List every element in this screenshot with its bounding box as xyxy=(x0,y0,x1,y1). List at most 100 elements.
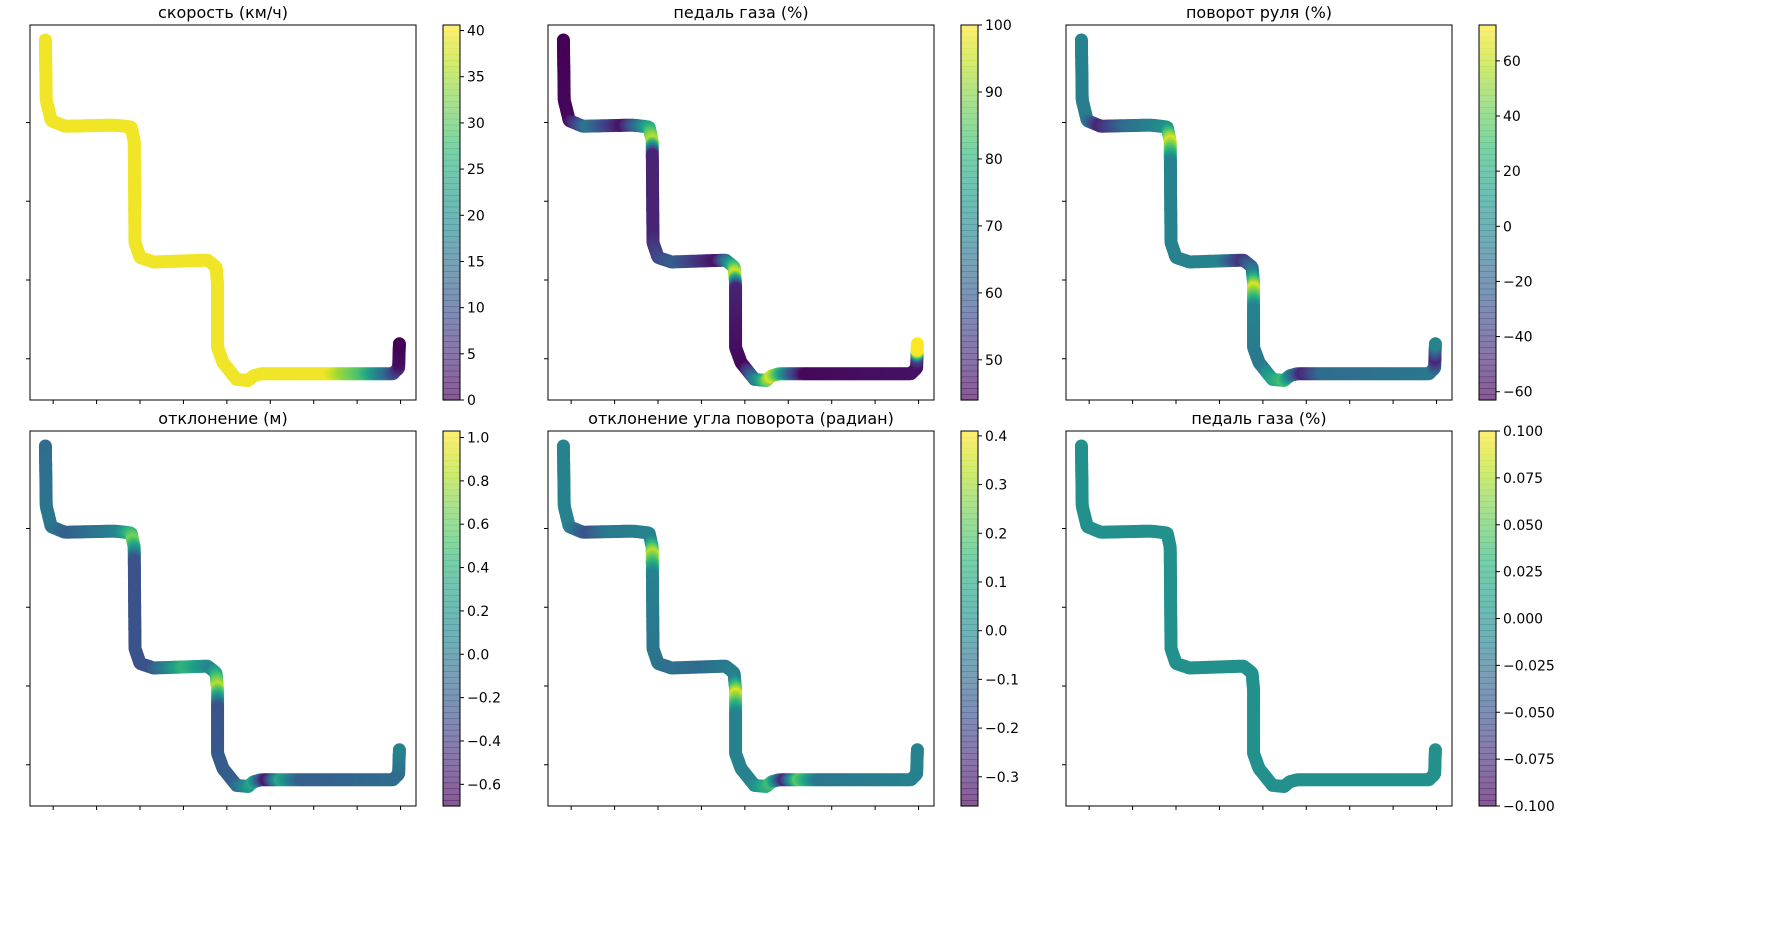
colorbar-band xyxy=(1479,700,1496,707)
colorbar: 0 5 10 15 20 25 30 35 40 xyxy=(442,24,485,409)
colorbar-band xyxy=(1479,559,1496,567)
colorbar-tick-label: 25 xyxy=(467,162,485,178)
colorbar-band xyxy=(443,677,460,684)
colorbar-band xyxy=(961,677,978,684)
colorbar-band xyxy=(961,747,978,754)
colorbar-band xyxy=(1479,388,1496,395)
colorbar-band xyxy=(1479,454,1496,461)
colorbar-band xyxy=(961,341,978,348)
colorbar-band xyxy=(961,282,978,290)
colorbar-band xyxy=(961,95,978,102)
colorbar-band xyxy=(443,194,460,202)
colorbar-band xyxy=(961,741,978,749)
colorbar-band xyxy=(443,694,460,702)
colorbar-band xyxy=(961,694,978,702)
subplot-title: поворот руля (%) xyxy=(1186,3,1332,22)
colorbar-band xyxy=(1479,358,1496,366)
colorbar-tick-label: 0.0 xyxy=(985,624,1007,640)
colorbar-band xyxy=(1479,118,1496,126)
colorbar-tick-label: 0.2 xyxy=(467,604,489,620)
colorbar-band xyxy=(443,559,460,567)
colorbar-band xyxy=(961,388,978,395)
colorbar-band xyxy=(443,101,460,108)
colorbar-band xyxy=(961,554,978,561)
colorbar-tick-label: 0.075 xyxy=(1503,471,1543,487)
colorbar-band xyxy=(443,54,460,61)
colorbar-band xyxy=(961,66,978,73)
colorbar-band xyxy=(961,624,978,631)
colorbar-band xyxy=(443,282,460,290)
colorbar-band xyxy=(443,183,460,190)
colorbar: −0.6 −0.4 −0.2 0.0 0.2 0.4 0.6 0.8 1.0 xyxy=(442,430,501,807)
colorbar-band xyxy=(1479,212,1496,219)
colorbar-band xyxy=(1479,394,1496,401)
colorbar-band xyxy=(443,347,460,354)
colorbar-band xyxy=(1479,513,1496,520)
colorbar-band xyxy=(961,30,978,38)
colorbar-band xyxy=(443,483,460,491)
colorbar-band xyxy=(1479,495,1496,502)
colorbar-band xyxy=(443,741,460,749)
colorbar-band xyxy=(1479,723,1496,731)
trajectory-point xyxy=(910,337,924,351)
colorbar-band xyxy=(443,171,460,178)
colorbar-tick-label: 0.3 xyxy=(985,478,1007,494)
colorbar-band xyxy=(1479,30,1496,38)
colorbar-band xyxy=(1479,460,1496,467)
colorbar-band xyxy=(961,665,978,672)
colorbar-band xyxy=(961,83,978,91)
colorbar-band xyxy=(1479,466,1496,473)
colorbar-band xyxy=(1479,83,1496,91)
colorbar-band xyxy=(961,759,978,766)
colorbar-band xyxy=(443,671,460,678)
colorbar-band xyxy=(961,112,978,120)
colorbar-band xyxy=(443,524,460,532)
colorbar-tick-label: 30 xyxy=(467,116,485,132)
colorbar-band xyxy=(443,25,460,32)
colorbar-band xyxy=(1479,636,1496,643)
colorbar-band xyxy=(1479,189,1496,196)
colorbar-band xyxy=(1479,42,1496,50)
colorbar-band xyxy=(961,36,978,44)
colorbar-band xyxy=(961,101,978,108)
colorbar-band xyxy=(961,577,978,584)
colorbar-band xyxy=(1479,71,1496,79)
colorbar-band xyxy=(443,700,460,707)
colorbar-band xyxy=(961,259,978,266)
colorbar-band xyxy=(1479,60,1496,67)
colorbar-band xyxy=(961,524,978,532)
colorbar-band xyxy=(961,54,978,61)
colorbar-band xyxy=(1479,472,1496,479)
colorbar-band xyxy=(443,353,460,360)
subplot-title: педаль газа (%) xyxy=(673,3,808,22)
colorbar-band xyxy=(443,764,460,772)
colorbar-band xyxy=(1479,66,1496,73)
colorbar-band xyxy=(961,800,978,807)
colorbar-frame xyxy=(442,24,461,401)
colorbar-tick-label: 0.4 xyxy=(467,561,489,577)
colorbar-band xyxy=(961,189,978,196)
colorbar-band xyxy=(443,382,460,389)
colorbar-band xyxy=(443,653,460,661)
trajectory-points xyxy=(38,33,406,387)
colorbar-band xyxy=(443,247,460,255)
colorbar-band xyxy=(443,42,460,50)
colorbar-band xyxy=(1479,565,1496,573)
colorbar-band xyxy=(443,507,460,514)
subplot-4: отклонение (м) −0.6 −0.4 −0.2 0.0 0.2 0.4 0.6 0.… xyxy=(26,409,501,810)
colorbar-band xyxy=(1479,753,1496,760)
colorbar-band xyxy=(961,183,978,190)
colorbar-band xyxy=(1479,165,1496,173)
colorbar-tick-label: −40 xyxy=(1503,330,1533,346)
colorbar-band xyxy=(961,165,978,173)
colorbar-band xyxy=(443,565,460,573)
colorbar-band xyxy=(443,177,460,184)
trajectory-points xyxy=(1074,439,1442,793)
colorbar-band xyxy=(1479,788,1496,795)
colorbar-band xyxy=(1479,589,1496,596)
colorbar-band xyxy=(961,124,978,132)
colorbar-tick-label: 0.4 xyxy=(985,429,1007,445)
colorbar-tick-label: 0.6 xyxy=(467,517,489,533)
colorbar-band xyxy=(1479,376,1496,384)
colorbar-band xyxy=(961,700,978,707)
